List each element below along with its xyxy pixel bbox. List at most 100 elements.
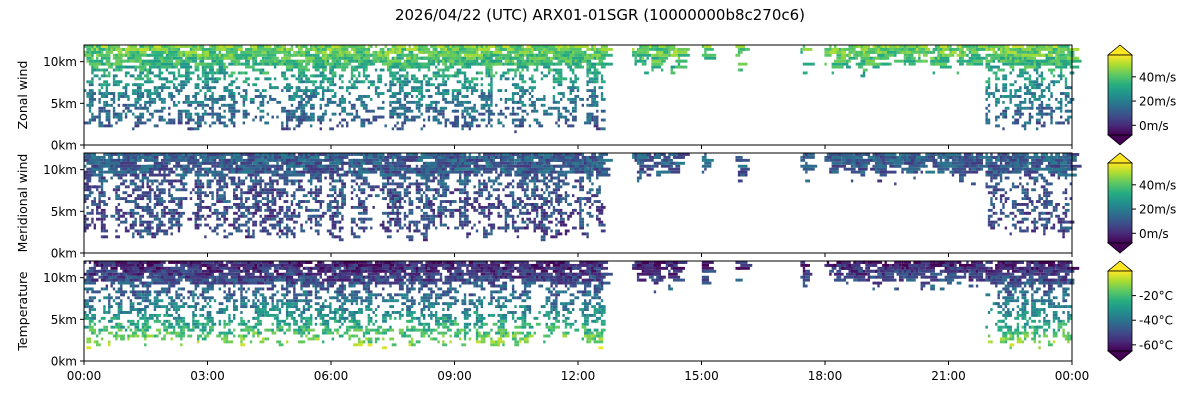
heatmap-cell (973, 59, 984, 63)
heatmap-cell (403, 118, 407, 122)
heatmap-cell (321, 56, 327, 60)
heatmap-cell (593, 74, 599, 78)
heatmap-cell (153, 45, 164, 48)
heatmap-cell (233, 45, 243, 48)
heatmap-cell (221, 95, 224, 98)
heatmap-cell (1064, 86, 1070, 90)
heatmap-cell (240, 197, 243, 201)
heatmap-cell (562, 95, 565, 98)
heatmap-cell (463, 118, 467, 122)
heatmap-cell (165, 179, 171, 183)
heatmap-cell (379, 173, 392, 177)
heatmap-cell (245, 229, 248, 233)
heatmap-cell (196, 185, 200, 189)
heatmap-cell (129, 153, 142, 156)
heatmap-cell (213, 208, 219, 212)
heatmap-cell (156, 124, 159, 128)
heatmap-cell (475, 45, 488, 48)
heatmap-cell (557, 83, 563, 87)
heatmap-cell (148, 92, 154, 95)
heatmap-cell (410, 59, 419, 63)
heatmap-cell (415, 170, 421, 174)
heatmap-cell (444, 74, 447, 78)
heatmap-cell (281, 45, 286, 48)
heatmap-cell (194, 223, 200, 227)
heatmap-cell (223, 208, 226, 212)
heatmap-cell (160, 208, 164, 212)
heatmap-cell (677, 53, 690, 57)
heatmap-cell (966, 59, 976, 63)
heatmap-cell (598, 56, 606, 60)
heatmap-cell (228, 92, 234, 95)
heatmap-cell (297, 179, 303, 183)
heatmap-cell (127, 194, 133, 198)
heatmap-cell (362, 121, 366, 125)
heatmap-cell (144, 208, 149, 212)
heatmap-cell (987, 86, 991, 90)
heatmap-cell (285, 161, 289, 165)
heatmap-cell (180, 203, 183, 206)
heatmap-cell (358, 205, 363, 209)
heatmap-cell (432, 161, 440, 165)
heatmap-cell (132, 214, 135, 218)
heatmap-cell (495, 153, 500, 156)
heatmap-cell (646, 56, 649, 60)
heatmap-cell (324, 167, 327, 171)
heatmap-cell (100, 229, 104, 233)
heatmap-cell (228, 95, 234, 98)
heatmap-cell (237, 164, 243, 168)
heatmap-cell (117, 45, 121, 48)
heatmap-cell (956, 59, 967, 63)
heatmap-cell (446, 77, 450, 81)
heatmap-cell (132, 179, 135, 183)
heatmap-cell (504, 115, 508, 119)
heatmap-cell (600, 77, 604, 81)
heatmap-cell (153, 197, 159, 201)
heatmap-cell (305, 200, 310, 203)
heatmap-cell (466, 197, 472, 201)
heatmap-cell (1026, 106, 1029, 110)
heatmap-cell (358, 45, 366, 48)
heatmap-cell (136, 74, 142, 78)
heatmap-cell (187, 217, 193, 221)
heatmap-cell (204, 97, 207, 101)
heatmap-cell (466, 223, 469, 227)
heatmap-cell (257, 95, 262, 98)
heatmap-cell (283, 176, 289, 180)
heatmap-cell (420, 170, 431, 174)
heatmap-cell (264, 203, 270, 206)
heatmap-cell (326, 53, 330, 57)
heatmap-cell (297, 205, 303, 209)
heatmap-cell (172, 86, 178, 90)
heatmap-cell (201, 86, 205, 90)
heatmap-cell (139, 220, 145, 224)
heatmap-cell (307, 208, 313, 212)
heatmap-cell (641, 56, 645, 60)
heatmap-cell (519, 56, 524, 60)
heatmap-cell (468, 124, 474, 128)
heatmap-cell (314, 223, 318, 227)
heatmap-cell (922, 59, 926, 63)
heatmap-cell (521, 118, 527, 122)
heatmap-cell (959, 56, 964, 60)
heatmap-cell (478, 95, 484, 98)
heatmap-cell (177, 109, 183, 113)
heatmap-cell (314, 74, 320, 78)
heatmap-cell (490, 155, 500, 159)
heatmap-cell (336, 208, 339, 212)
heatmap-cell (427, 226, 431, 230)
heatmap-cell (362, 220, 366, 224)
heatmap-cell (160, 83, 164, 87)
heatmap-cell (985, 115, 988, 119)
heatmap-cell (528, 59, 534, 63)
heatmap-cell (317, 164, 320, 168)
heatmap-cell (240, 179, 243, 183)
heatmap-cell (144, 103, 147, 107)
heatmap-cell (879, 47, 887, 51)
heatmap-cell (317, 208, 320, 212)
heatmap-cell (245, 112, 250, 116)
heatmap-cell (312, 197, 318, 201)
heatmap-cell (511, 56, 522, 60)
heatmap-cell (331, 173, 335, 177)
